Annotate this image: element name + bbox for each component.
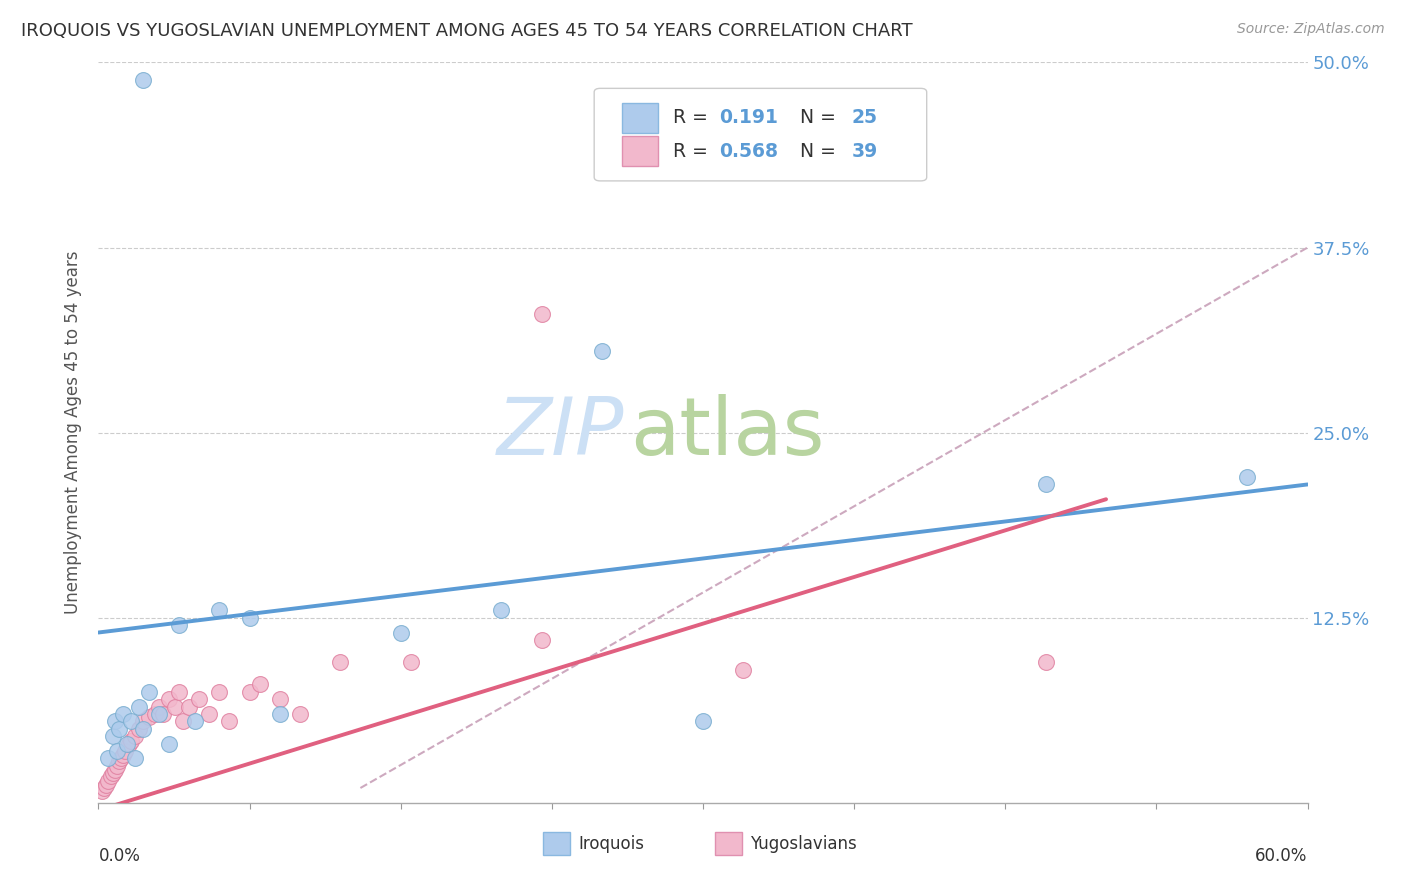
Text: R =: R = — [672, 109, 720, 128]
Point — [132, 73, 155, 87]
Point — [97, 751, 120, 765]
Point — [97, 773, 120, 788]
Point — [111, 748, 134, 763]
Point — [118, 737, 141, 751]
Point — [198, 706, 221, 721]
Point — [132, 714, 155, 729]
Text: Iroquois: Iroquois — [578, 835, 644, 853]
Point — [148, 706, 170, 721]
Point — [114, 744, 136, 758]
Point — [93, 780, 115, 795]
Point — [105, 758, 128, 772]
Text: 0.0%: 0.0% — [98, 847, 141, 865]
Point — [101, 766, 124, 780]
Text: ZIP: ZIP — [498, 393, 624, 472]
Point — [96, 778, 118, 792]
Point — [172, 714, 194, 729]
Point — [163, 699, 186, 714]
Point — [389, 625, 412, 640]
FancyBboxPatch shape — [621, 136, 658, 166]
Point — [591, 344, 613, 359]
Point — [138, 710, 160, 724]
Point — [1035, 477, 1057, 491]
FancyBboxPatch shape — [621, 103, 658, 133]
Point — [530, 632, 553, 647]
Point — [132, 722, 155, 736]
Text: R =: R = — [672, 142, 720, 161]
Point — [208, 685, 231, 699]
Text: 60.0%: 60.0% — [1256, 847, 1308, 865]
Point — [115, 737, 138, 751]
Point — [269, 706, 291, 721]
Text: IROQUOIS VS YUGOSLAVIAN UNEMPLOYMENT AMONG AGES 45 TO 54 YEARS CORRELATION CHART: IROQUOIS VS YUGOSLAVIAN UNEMPLOYMENT AMO… — [21, 22, 912, 40]
Text: atlas: atlas — [630, 393, 825, 472]
Point — [103, 763, 125, 777]
Point — [184, 714, 207, 729]
Point — [91, 784, 114, 798]
Point — [124, 751, 146, 765]
Point — [692, 714, 714, 729]
FancyBboxPatch shape — [716, 832, 742, 855]
Text: 39: 39 — [852, 142, 877, 161]
Point — [208, 603, 231, 617]
Text: Yugoslavians: Yugoslavians — [751, 835, 856, 853]
Point — [249, 677, 271, 691]
Point — [530, 307, 553, 321]
Point — [105, 744, 128, 758]
Point — [269, 692, 291, 706]
Text: N =: N = — [787, 109, 842, 128]
Point — [124, 729, 146, 743]
Text: 25: 25 — [852, 109, 877, 128]
Text: 0.191: 0.191 — [718, 109, 778, 128]
Point — [167, 618, 190, 632]
Point — [188, 692, 211, 706]
Point — [218, 714, 240, 729]
Point — [100, 769, 122, 783]
Point — [1236, 470, 1258, 484]
Point — [103, 714, 125, 729]
Point — [110, 751, 132, 765]
Point — [288, 706, 311, 721]
Point — [128, 699, 150, 714]
Point — [120, 733, 142, 747]
Text: N =: N = — [787, 142, 842, 161]
Point — [107, 722, 129, 736]
Point — [148, 699, 170, 714]
Point — [239, 685, 262, 699]
Point — [179, 699, 201, 714]
Point — [107, 755, 129, 769]
Point — [733, 663, 755, 677]
Point — [138, 685, 160, 699]
Point — [157, 737, 180, 751]
Y-axis label: Unemployment Among Ages 45 to 54 years: Unemployment Among Ages 45 to 54 years — [65, 251, 83, 615]
Point — [111, 706, 134, 721]
Point — [491, 603, 513, 617]
Point — [143, 706, 166, 721]
Point — [152, 706, 174, 721]
Point — [167, 685, 190, 699]
Point — [101, 729, 124, 743]
Point — [399, 655, 422, 669]
Text: Source: ZipAtlas.com: Source: ZipAtlas.com — [1237, 22, 1385, 37]
Point — [128, 722, 150, 736]
Text: 0.568: 0.568 — [718, 142, 778, 161]
FancyBboxPatch shape — [543, 832, 569, 855]
Point — [1035, 655, 1057, 669]
Point — [120, 714, 142, 729]
FancyBboxPatch shape — [595, 88, 927, 181]
Point — [329, 655, 352, 669]
Point — [157, 692, 180, 706]
Point — [239, 610, 262, 624]
